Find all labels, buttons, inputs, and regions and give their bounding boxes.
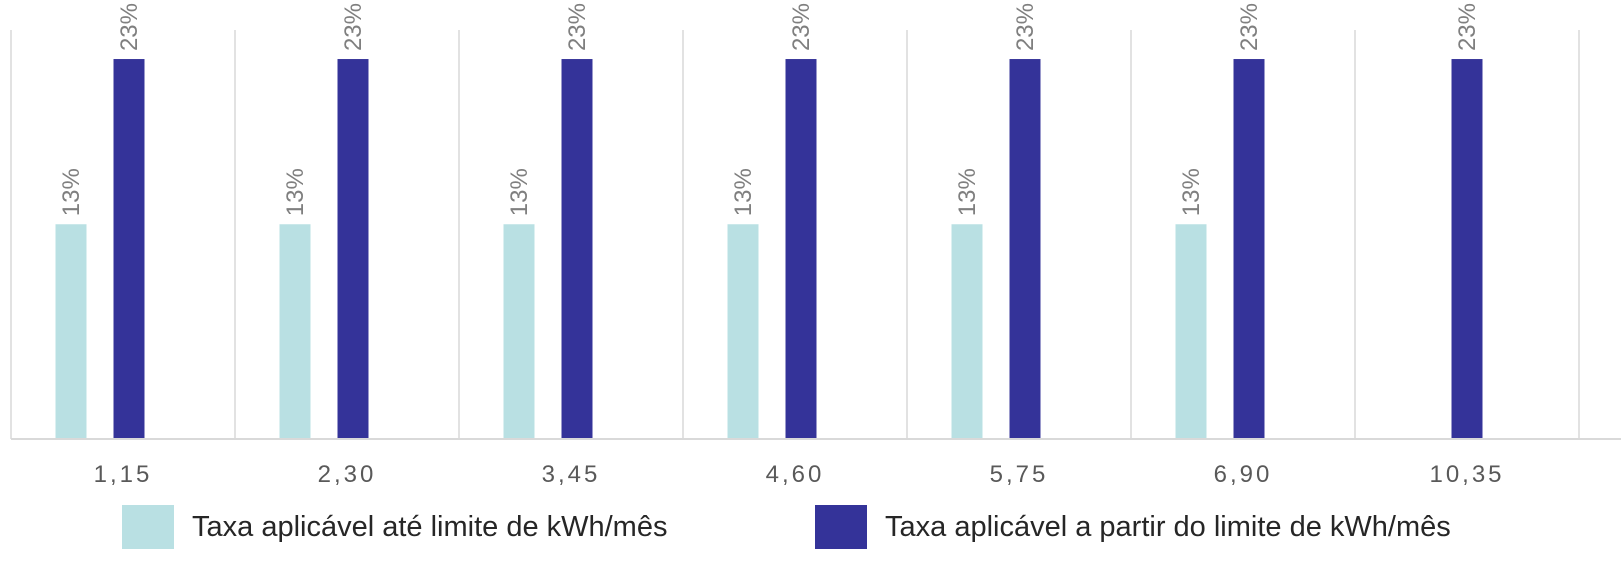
bar-series-2 — [1451, 59, 1483, 439]
data-label: 23% — [116, 3, 143, 51]
bars — [55, 59, 1483, 439]
data-label: 23% — [564, 3, 591, 51]
data-label: 23% — [788, 3, 815, 51]
bar-series-2 — [337, 59, 369, 439]
data-label: 23% — [1012, 3, 1039, 51]
bar-series-1 — [951, 224, 983, 439]
x-tick-label: 3,45 — [542, 461, 601, 488]
legend-label: Taxa aplicável até limite de kWh/mês — [192, 510, 668, 543]
bar-series-2 — [1233, 59, 1265, 439]
gridlines — [10, 30, 1580, 439]
legend-label: Taxa aplicável a partir do limite de kWh… — [885, 510, 1451, 543]
x-tick-label: 5,75 — [990, 461, 1049, 488]
bar-series-1 — [503, 224, 535, 439]
x-axis-ticks: 1,15 2,30 3,45 4,60 5,75 6,90 10,35 — [94, 461, 1504, 488]
bar-series-1 — [1175, 224, 1207, 439]
legend: Taxa aplicável até limite de kWh/mês Tax… — [0, 505, 1621, 555]
bar-series-2 — [113, 59, 145, 439]
data-label: 23% — [340, 3, 367, 51]
legend-item-series-2: Taxa aplicável a partir do limite de kWh… — [815, 505, 1451, 549]
x-tick-label: 10,35 — [1429, 461, 1504, 488]
data-label: 23% — [1454, 3, 1481, 51]
bar-series-2 — [785, 59, 817, 439]
data-label: 13% — [954, 168, 981, 216]
bar-series-2 — [1009, 59, 1041, 439]
x-tick-label: 2,30 — [318, 461, 377, 488]
legend-item-series-1: Taxa aplicável até limite de kWh/mês — [122, 505, 667, 549]
data-labels: 13% 23% 13% 23% 13% 23% 13% 23% 13% 23% 13% 23% 23% — [58, 3, 1481, 216]
x-tick-label: 1,15 — [94, 461, 153, 488]
data-label: 13% — [282, 168, 309, 216]
legend-swatch — [815, 505, 867, 549]
data-label: 13% — [1178, 168, 1205, 216]
data-label: 13% — [58, 168, 85, 216]
data-label: 23% — [1236, 3, 1263, 51]
bar-series-2 — [561, 59, 593, 439]
bar-series-1 — [727, 224, 759, 439]
data-label: 13% — [730, 168, 757, 216]
legend-swatch — [122, 505, 174, 549]
data-label: 13% — [506, 168, 533, 216]
bar-series-1 — [55, 224, 87, 439]
x-tick-label: 6,90 — [1214, 461, 1273, 488]
bar-series-1 — [279, 224, 311, 439]
x-tick-label: 4,60 — [766, 461, 825, 488]
bar-chart: 13%23%13%23%13%23%13%23%13%23%13%23% 23% … — [10, 3, 1621, 488]
